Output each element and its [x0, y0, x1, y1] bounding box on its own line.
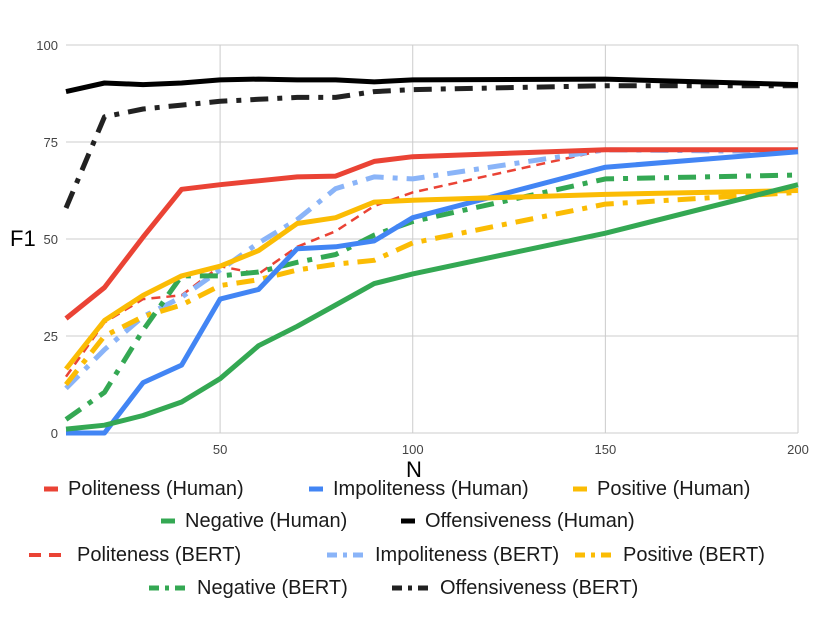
legend-label: Offensiveness (Human) — [425, 510, 635, 532]
legend-label: Negative (Human) — [185, 510, 347, 532]
series-line-offensiveness-bert — [63, 83, 798, 209]
legend-label: Politeness (Human) — [68, 478, 244, 500]
x-tick-label: 100 — [402, 442, 424, 457]
x-tick-label: 200 — [787, 442, 809, 457]
series-line-positive-bert — [64, 189, 799, 387]
x-axis-title: N — [406, 457, 422, 482]
legend-label: Impoliteness (BERT) — [375, 544, 559, 566]
y-tick-label: 75 — [44, 135, 58, 150]
x-tick-label: 50 — [213, 442, 227, 457]
legend-label: Positive (BERT) — [623, 544, 765, 566]
series-line-offensiveness-human — [65, 76, 799, 95]
legend-label: Positive (Human) — [597, 478, 750, 500]
legend-label: Offensiveness (BERT) — [440, 577, 638, 599]
series-line-positive-human — [64, 188, 799, 371]
y-axis-title: F1 — [10, 226, 36, 251]
y-tick-label: 100 — [36, 38, 58, 53]
series-line-negative-human — [65, 182, 799, 432]
series-line-politeness-bert — [64, 148, 798, 378]
y-tick-label: 50 — [44, 232, 58, 247]
x-tick-label: 150 — [595, 442, 617, 457]
y-tick-label: 0 — [51, 426, 58, 441]
legend-label: Impoliteness (Human) — [333, 478, 529, 500]
legend-label: Politeness (BERT) — [77, 544, 241, 566]
legend-label: Negative (BERT) — [197, 577, 348, 599]
series-line-negative-bert — [64, 172, 799, 422]
series-line-politeness-human — [64, 147, 798, 321]
grid — [66, 44, 799, 434]
legend: Politeness (Human) Impoliteness (Human) Po… — [29, 478, 765, 599]
series-lines — [63, 76, 799, 436]
axis-ticks: 0 25 50 75 100 50 100 150 200 — [36, 38, 809, 457]
series-line-impoliteness-human — [66, 149, 799, 436]
y-tick-label: 25 — [44, 329, 58, 344]
